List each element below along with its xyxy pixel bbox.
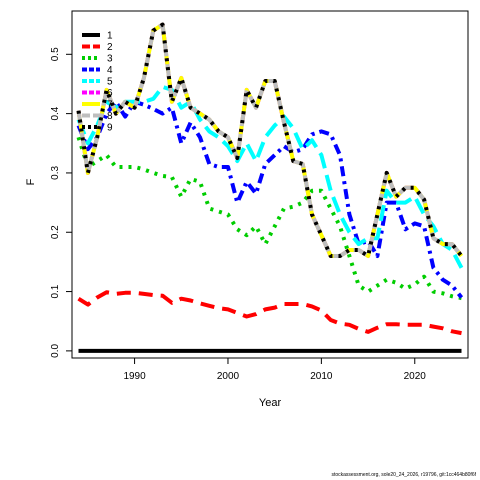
x-axis-label: Year bbox=[259, 397, 282, 409]
legend-label-5: 5 bbox=[107, 77, 113, 88]
x-tick-label: 2010 bbox=[310, 371, 333, 382]
x-tick-label: 2020 bbox=[404, 371, 427, 382]
series-line-9 bbox=[76, 22, 464, 258]
series-layer bbox=[76, 22, 464, 353]
y-tick-label: 0.0 bbox=[50, 344, 61, 358]
y-axis: 0.0 0.1 0.2 0.3 0.4 0.5 bbox=[50, 47, 73, 358]
y-tick-label: 0.5 bbox=[50, 47, 61, 61]
x-tick-label: 1990 bbox=[123, 371, 146, 382]
legend-label-2: 2 bbox=[107, 42, 113, 53]
legend-label-3: 3 bbox=[107, 54, 113, 65]
footer-text: stockassessment.org, sole20_24_2026, r19… bbox=[331, 472, 476, 478]
series-line-3 bbox=[76, 136, 462, 301]
legend-label-9: 9 bbox=[107, 123, 113, 134]
series-line-4 bbox=[76, 99, 464, 299]
legend-label-7: 7 bbox=[107, 100, 113, 111]
plot-frame bbox=[71, 10, 469, 359]
y-tick-label: 0.4 bbox=[50, 106, 61, 120]
legend-label-4: 4 bbox=[107, 65, 113, 76]
legend-label-1: 1 bbox=[107, 31, 113, 42]
series-line-2 bbox=[77, 290, 462, 336]
x-tick-label: 2000 bbox=[217, 371, 240, 382]
x-axis: 1990 2000 2010 2020 bbox=[123, 357, 427, 382]
series-line-5 bbox=[76, 84, 464, 269]
y-tick-label: 0.3 bbox=[50, 166, 61, 180]
legend-label-6: 6 bbox=[107, 88, 113, 99]
y-axis-label: F bbox=[25, 178, 37, 185]
y-tick-label: 0.2 bbox=[50, 225, 61, 239]
legend-label-8: 8 bbox=[107, 111, 113, 122]
y-tick-label: 0.1 bbox=[50, 284, 61, 298]
